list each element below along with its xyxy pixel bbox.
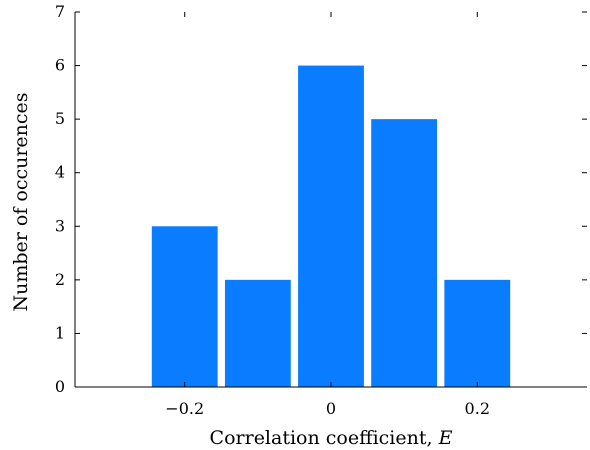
x-tick-label-1: 0 <box>326 399 336 418</box>
x-tick-label-0: −0.2 <box>165 399 204 418</box>
x-axis-label-text: Correlation coefficient, <box>210 427 439 449</box>
axes-group: 0 1 2 3 4 5 6 7 −0.2 0 0.2 <box>55 2 587 418</box>
x-axis-label: Correlation coefficient, E <box>210 427 453 449</box>
y-tick-label-7: 7 <box>55 2 65 21</box>
bar-1 <box>224 279 291 387</box>
bar-2 <box>298 65 364 388</box>
x-axis-label-variable: E <box>438 427 453 449</box>
y-tick-label-4: 4 <box>55 163 65 182</box>
bar-4 <box>444 279 511 387</box>
bar-3 <box>371 119 438 388</box>
y-tick-label-3: 3 <box>55 216 65 235</box>
x-tick-label-2: 0.2 <box>465 399 490 418</box>
y-axis-label: Number of occurences <box>10 92 32 311</box>
bar-0 <box>151 226 218 387</box>
y-tick-label-0: 0 <box>55 377 65 396</box>
y-tick-label-2: 2 <box>55 270 65 289</box>
y-tick-label-6: 6 <box>55 56 65 75</box>
y-tick-label-1: 1 <box>55 323 65 342</box>
bars-group <box>151 65 511 388</box>
y-tick-label-5: 5 <box>55 109 65 128</box>
